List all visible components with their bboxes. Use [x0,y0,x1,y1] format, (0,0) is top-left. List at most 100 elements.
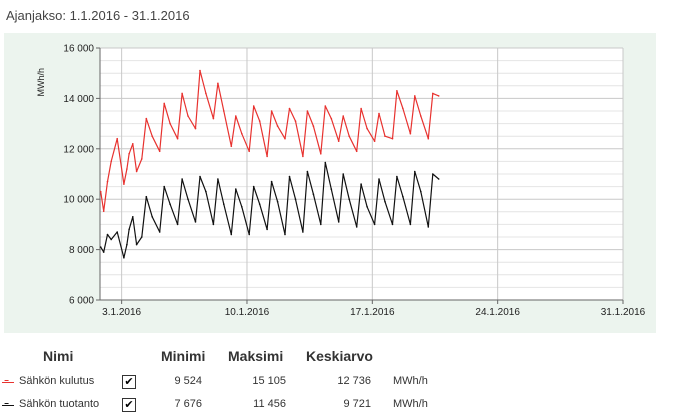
consumption-checkbox[interactable]: ✔ [122,375,136,389]
data-point [284,137,286,140]
data-point [342,115,345,117]
data-point [396,175,398,178]
data-point [409,132,412,135]
data-point [223,110,225,112]
data-point [123,183,125,185]
chart-panel: 6 000 8 000 10 000 12 000 14 000 16 000 3.1.20… [4,33,656,333]
axes: 6 000 8 000 10 000 12 000 14 000 16 000 3.1.20… [63,44,645,319]
data-point [270,180,273,183]
data-point [141,236,143,238]
data-point [324,161,327,164]
unit-label: MWh/h [393,375,428,387]
data-point [158,231,161,233]
data-point [306,170,309,173]
data-point [116,231,118,233]
data-point [427,226,430,228]
avg-value: 9 721 [343,398,371,410]
grid [100,47,624,301]
data-point [128,228,130,231]
max-value: 11 456 [253,398,286,410]
data-point [391,223,394,226]
data-point [169,122,171,125]
data-point [163,185,165,188]
data-point [284,233,286,236]
data-point [384,135,386,137]
consumption-line-icon [2,382,14,383]
data-point [348,198,351,200]
data-point [391,137,394,140]
data-point [145,117,148,120]
data-point [128,153,130,155]
legend-header-avg: Keskiarvo [306,348,373,364]
data-point [302,155,304,158]
y-tick-label: 8 000 [69,245,94,256]
x-tick-label: 24.1.2016 [475,307,520,318]
data-point [110,160,112,163]
legend-row-production: Sähkön tuotanto ✔ 7 676 11 456 9 721 MWh… [0,397,685,417]
data-point [116,137,118,140]
data-point [158,150,161,153]
max-value: 15 105 [252,375,286,387]
min-value: 9 524 [174,375,202,387]
data-point [99,190,102,193]
data-point [330,117,333,120]
data-point [212,223,215,226]
data-point [194,127,197,130]
unit-label: MWh/h [393,398,428,410]
legend-header-min: Minimi [161,348,206,364]
data-point [217,178,219,180]
data-point [312,193,315,195]
data-point [230,233,233,236]
data-point [241,132,243,135]
data-point [342,173,345,175]
production-checkbox[interactable]: ✔ [122,398,136,412]
data-point [102,251,105,253]
data-point [106,233,109,236]
data-point [270,110,273,112]
data-point [373,223,376,226]
legend-header-name: Nimi [43,348,74,364]
data-point [330,188,333,190]
y-axis-title: MWh/h [36,68,46,97]
data-point [135,170,138,173]
y-tick-label: 16 000 [63,44,94,55]
data-point [366,206,368,208]
data-point [337,221,340,223]
data-point [288,175,291,178]
data-point [320,153,322,155]
data-point [126,243,128,246]
data-point [360,183,362,185]
data-point [235,188,237,190]
data-point [230,145,233,148]
data-point [248,150,250,153]
data-point [163,102,165,105]
x-tick-label: 31.1.2016 [601,307,646,318]
data-point [432,92,434,95]
data-point [373,140,376,142]
x-tick-label: 3.1.2016 [102,307,141,318]
y-tick-label: 14 000 [63,94,94,105]
data-point [110,238,112,241]
data-point [132,143,134,145]
data-point [306,110,309,112]
data-point [320,223,322,226]
data-point [199,175,201,178]
data-point [437,95,440,97]
data-point [217,82,219,85]
y-tick-label: 6 000 [69,296,94,307]
data-point [420,115,422,117]
data-point [258,120,261,122]
data-point [141,158,143,160]
data-point [420,190,422,193]
data-point [294,120,297,122]
data-point [288,107,291,110]
data-point [294,198,297,200]
data-point [181,92,183,95]
data-point [348,135,351,137]
data-point [402,195,404,198]
data-point [312,125,315,127]
data-point [266,155,268,158]
data-point [106,180,109,183]
data-point [212,117,215,120]
data-point [355,150,358,153]
